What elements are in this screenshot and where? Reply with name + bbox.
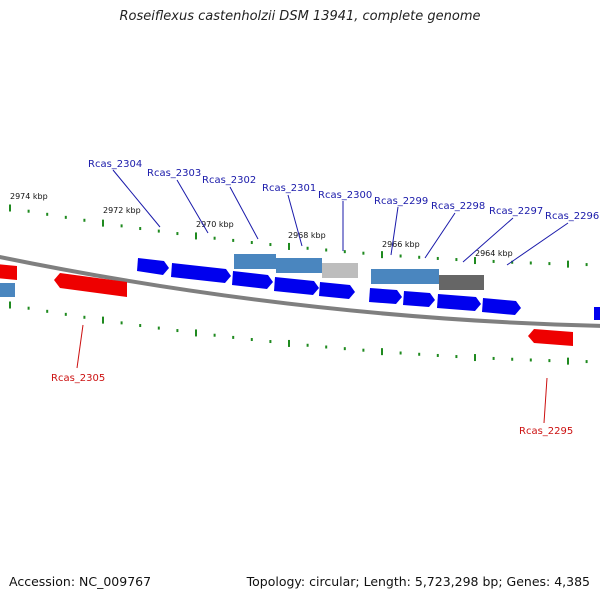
feature-bar — [234, 254, 276, 269]
leader-line — [176, 179, 209, 234]
reverse-cds-track — [0, 264, 573, 346]
position-label: 2966 kbp — [382, 240, 420, 249]
leader-line — [424, 212, 456, 259]
reverse-cds-arrow — [528, 329, 573, 346]
position-label: 2968 kbp — [288, 231, 326, 240]
feature-bar — [322, 263, 358, 278]
gene-label: Rcas_2296 — [545, 211, 599, 222]
genome-backbone — [0, 254, 600, 328]
leader-line — [390, 206, 399, 256]
gene-label: Rcas_2304 — [88, 159, 142, 170]
gene-label: Rcas_2297 — [489, 206, 543, 217]
forward-cds-arrow — [482, 298, 521, 315]
gene-label: Rcas_2295 — [519, 426, 573, 437]
leader-line — [543, 377, 548, 424]
position-label: 2970 kbp — [196, 220, 234, 229]
position-label: 2974 kbp — [10, 192, 48, 201]
accession-text: Accession: NC_009767 — [9, 574, 152, 589]
feature-bar — [371, 269, 439, 284]
forward-cds-arrow — [171, 263, 231, 283]
forward-cds-arrow — [274, 277, 319, 295]
feature-bar — [439, 275, 484, 290]
gene-label: Rcas_2302 — [202, 175, 256, 186]
reverse-cds-arrow — [0, 264, 17, 280]
forward-cds-arrow — [403, 291, 435, 307]
gene-label: Rcas_2303 — [147, 168, 201, 179]
topology-text: Topology: circular; Length: 5,723,298 bp… — [246, 574, 590, 589]
forward-cds-track — [137, 258, 521, 315]
genome-title: Roseiflexus castenholzii DSM 13941, comp… — [119, 9, 481, 24]
forward-cds-arrow — [137, 258, 169, 275]
feature-track — [0, 254, 600, 320]
feature-bar — [594, 307, 600, 320]
gene-label: Rcas_2299 — [374, 196, 428, 207]
leader-lines — [76, 169, 569, 424]
position-label: 2972 kbp — [103, 206, 141, 215]
tick-row-top — [9, 204, 588, 268]
leader-line — [506, 222, 569, 266]
tick-row-bottom — [9, 301, 588, 365]
feature-bar — [0, 283, 15, 297]
position-label: 2964 kbp — [475, 249, 513, 258]
gene-label: Rcas_2305 — [51, 373, 105, 384]
leader-line — [229, 186, 259, 240]
leader-line — [112, 169, 161, 228]
leader-line — [76, 324, 84, 369]
leader-line — [462, 217, 514, 263]
forward-cds-arrow — [437, 294, 481, 311]
gene-labels: Rcas_2304 Rcas_2303 Rcas_2302 Rcas_2301 … — [51, 159, 599, 437]
reverse-cds-arrow — [54, 273, 127, 297]
forward-cds-arrow — [369, 288, 402, 304]
gene-label: Rcas_2300 — [318, 190, 372, 201]
gene-label: Rcas_2301 — [262, 183, 316, 194]
forward-cds-arrow — [319, 282, 355, 299]
gene-label: Rcas_2298 — [431, 201, 485, 212]
forward-cds-arrow — [232, 271, 273, 289]
feature-bar — [276, 258, 322, 273]
leader-line — [287, 194, 303, 247]
